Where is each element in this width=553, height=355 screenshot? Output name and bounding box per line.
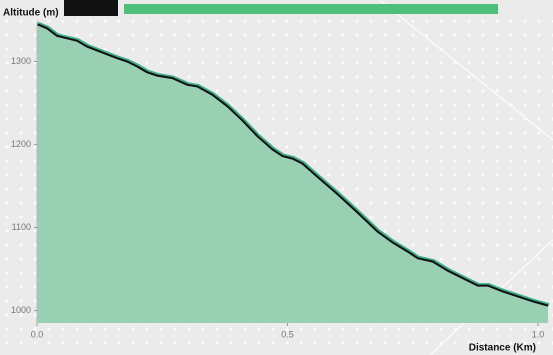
y-axis-label: Altitude (m) <box>3 8 59 19</box>
x-tick-label: 1.0 <box>532 329 545 339</box>
y-tick-label: 1200 <box>11 139 31 149</box>
x-tick-label: 0.5 <box>281 329 294 339</box>
y-tick-label: 1300 <box>11 56 31 66</box>
title-bar <box>124 4 498 14</box>
line-shadow <box>37 21 550 307</box>
decor-line <box>379 0 553 141</box>
logo-box <box>64 0 118 16</box>
area <box>37 24 548 323</box>
y-tick-label: 1100 <box>12 222 31 232</box>
x-axis-label: Distance (Km) <box>469 343 536 354</box>
x-tick-label: 0.0 <box>31 329 44 339</box>
line <box>36 23 549 307</box>
y-tick-label: 1000 <box>11 305 31 315</box>
